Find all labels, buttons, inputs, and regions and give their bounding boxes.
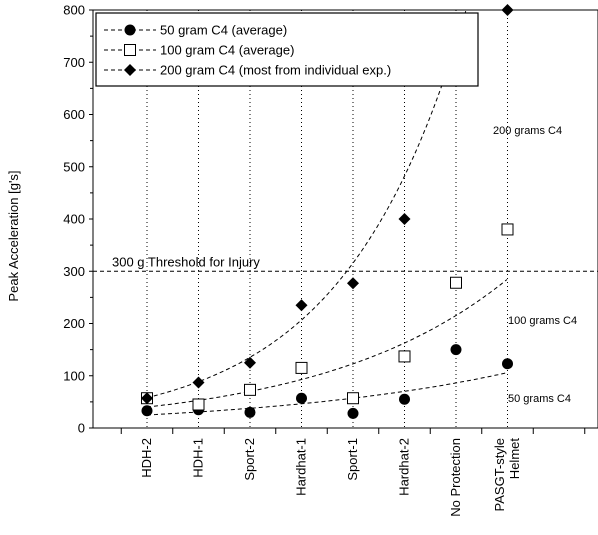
x-label-hdh-2: HDH-2 bbox=[139, 438, 154, 478]
point-100-gram-c4-no-protection bbox=[450, 276, 462, 289]
point-100-gram-c4-hardhat-2 bbox=[398, 350, 411, 363]
point-50-gram-c4-sport-2 bbox=[244, 406, 256, 418]
legend-label-1: 50 gram C4 (average) bbox=[160, 23, 287, 38]
y-tick-label-100: 100 bbox=[63, 368, 85, 383]
point-200-gram-c4-hdh-1 bbox=[192, 376, 205, 389]
point-50-gram-c4-pasgt-style-helmet bbox=[502, 358, 513, 370]
point-200-gram-c4-hdh-2 bbox=[141, 392, 153, 405]
fit-curve-labels: 50 grams C4 100 grams C4 200 grams C4 bbox=[493, 125, 577, 405]
y-tick-label-800: 800 bbox=[63, 3, 85, 18]
fit-label-100-grams-c4: 100 grams C4 bbox=[508, 315, 577, 327]
fit-label-200-grams-c4: 200 grams C4 bbox=[493, 125, 562, 137]
y-tick-label-700: 700 bbox=[63, 55, 85, 70]
y-tick-label-0: 0 bbox=[78, 421, 85, 436]
point-100-gram-c4-sport-1 bbox=[347, 392, 359, 405]
legend-marker-3 bbox=[124, 64, 136, 76]
point-100-gram-c4-hardhat-1 bbox=[295, 361, 308, 374]
y-axis-ticks: 0 100 200 300 400 500 600 700 800 bbox=[63, 3, 93, 436]
y-tick-label-600: 600 bbox=[63, 107, 85, 122]
legend-box bbox=[95, 12, 479, 87]
x-label-sport-2: Sport-2 bbox=[242, 438, 257, 481]
legend-label-3: 200 gram C4 (most from individual exp.) bbox=[160, 63, 391, 78]
legend-marker-2 bbox=[124, 44, 136, 56]
fit-curve-50-grams-c4 bbox=[146, 372, 508, 416]
fit-label-50-grams-c4: 50 grams C4 bbox=[508, 393, 571, 405]
x-label-helmet: Helmet bbox=[507, 438, 522, 480]
y-tick-label-200: 200 bbox=[63, 316, 85, 331]
point-200-gram-c4-hardhat-1 bbox=[295, 299, 308, 312]
fit-curves bbox=[146, 10, 508, 416]
legend-marker-1 bbox=[124, 24, 136, 36]
point-100-gram-c4-sport-2 bbox=[244, 383, 256, 396]
threshold: 300 g Threshold for Injury bbox=[93, 254, 598, 272]
point-200-gram-c4-hardhat-2 bbox=[398, 213, 411, 225]
threshold-label: 300 g Threshold for Injury bbox=[112, 254, 260, 269]
x-label-hardhat-2: Hardhat-2 bbox=[397, 438, 412, 496]
y-tick-label-300: 300 bbox=[63, 264, 85, 279]
point-50-gram-c4-hdh-2 bbox=[141, 405, 153, 417]
point-100-gram-c4-hdh-1 bbox=[192, 398, 205, 411]
point-200-gram-c4-pasgt-style-helmet bbox=[501, 4, 514, 16]
point-200-gram-c4-sport-2 bbox=[244, 356, 256, 369]
x-label-hdh-1: HDH-1 bbox=[191, 438, 206, 478]
x-label-no-protection: No Protection bbox=[448, 438, 463, 517]
y-axis-label: Peak Acceleration [g's] bbox=[6, 170, 21, 301]
x-label-sport-1: Sport-1 bbox=[345, 438, 360, 481]
legend: 50 gram C4 (average) 100 gram C4 (average… bbox=[95, 12, 479, 87]
y-tick-label-500: 500 bbox=[63, 159, 85, 174]
fit-curve-200-grams-c4 bbox=[146, 10, 467, 399]
x-axis-ticks: HDH-2 HDH-1 Sport-2 Hardhat-1 Sport-1 Hardhat… bbox=[120, 428, 586, 517]
x-label-hardhat-1: Hardhat-1 bbox=[294, 438, 309, 496]
point-100-gram-c4-pasgt-style-helmet bbox=[501, 223, 514, 236]
y-tick-label-400: 400 bbox=[63, 212, 85, 227]
legend-label-2: 100 gram C4 (average) bbox=[160, 43, 294, 58]
x-label-pasgt-style: PASGT-style bbox=[492, 438, 507, 511]
point-50-gram-c4-sport-1 bbox=[347, 407, 359, 419]
point-50-gram-c4-hardhat-2 bbox=[399, 393, 410, 405]
data-points bbox=[141, 4, 514, 419]
point-50-gram-c4-no-protection bbox=[450, 344, 462, 356]
fit-curve-100-grams-c4 bbox=[146, 279, 508, 408]
point-50-gram-c4-hardhat-1 bbox=[296, 392, 307, 404]
point-200-gram-c4-sport-1 bbox=[347, 277, 359, 290]
